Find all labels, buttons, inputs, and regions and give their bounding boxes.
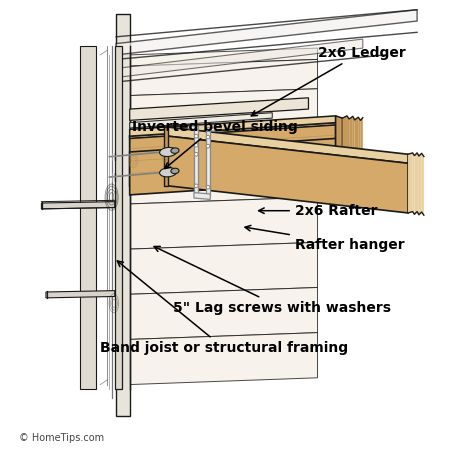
Polygon shape — [130, 242, 317, 294]
Circle shape — [206, 185, 210, 189]
Polygon shape — [115, 46, 122, 389]
Ellipse shape — [171, 168, 179, 173]
Polygon shape — [194, 193, 210, 199]
Polygon shape — [168, 136, 408, 213]
Ellipse shape — [160, 147, 177, 157]
Polygon shape — [130, 48, 317, 66]
Text: 5" Lag screws with washers: 5" Lag screws with washers — [154, 246, 391, 315]
Text: Band joist or structural framing: Band joist or structural framing — [100, 261, 348, 356]
Polygon shape — [116, 10, 417, 55]
Polygon shape — [41, 202, 115, 209]
Polygon shape — [130, 59, 317, 96]
Text: 2x6 Ledger: 2x6 Ledger — [251, 46, 405, 116]
Polygon shape — [206, 131, 210, 196]
Polygon shape — [168, 127, 408, 163]
Polygon shape — [116, 39, 363, 77]
Polygon shape — [419, 153, 422, 215]
Polygon shape — [130, 177, 308, 192]
Text: Rafter hanger: Rafter hanger — [245, 226, 405, 251]
Polygon shape — [347, 116, 349, 175]
Polygon shape — [353, 116, 355, 176]
Polygon shape — [130, 113, 272, 128]
Ellipse shape — [171, 148, 179, 154]
Text: Inverted bevel siding: Inverted bevel siding — [132, 120, 298, 169]
Circle shape — [206, 135, 210, 139]
Polygon shape — [130, 139, 336, 195]
Circle shape — [194, 153, 198, 156]
Polygon shape — [163, 127, 168, 186]
Polygon shape — [116, 14, 130, 416]
Polygon shape — [130, 116, 336, 136]
Polygon shape — [130, 197, 317, 249]
Circle shape — [194, 144, 198, 147]
Text: 2x6 Rafter: 2x6 Rafter — [259, 204, 377, 218]
Polygon shape — [130, 123, 336, 139]
Polygon shape — [130, 120, 317, 163]
Text: © HomeTips.com: © HomeTips.com — [19, 433, 104, 443]
Polygon shape — [194, 130, 198, 195]
Polygon shape — [336, 116, 342, 174]
Polygon shape — [189, 126, 198, 130]
Polygon shape — [130, 98, 308, 120]
Polygon shape — [358, 117, 360, 177]
Polygon shape — [422, 153, 424, 215]
Ellipse shape — [160, 168, 177, 177]
Polygon shape — [130, 333, 317, 385]
Polygon shape — [355, 117, 358, 176]
Polygon shape — [130, 288, 317, 339]
Polygon shape — [408, 153, 413, 213]
Polygon shape — [415, 153, 417, 214]
Polygon shape — [130, 123, 336, 186]
Polygon shape — [80, 46, 96, 389]
Polygon shape — [417, 153, 419, 215]
Polygon shape — [413, 153, 415, 214]
Polygon shape — [206, 128, 215, 131]
Polygon shape — [130, 89, 317, 127]
Polygon shape — [342, 116, 347, 174]
Polygon shape — [349, 116, 353, 175]
Polygon shape — [46, 291, 115, 298]
Polygon shape — [360, 118, 363, 177]
Circle shape — [194, 184, 198, 188]
Circle shape — [194, 135, 198, 138]
Circle shape — [206, 145, 210, 148]
Polygon shape — [130, 156, 317, 204]
